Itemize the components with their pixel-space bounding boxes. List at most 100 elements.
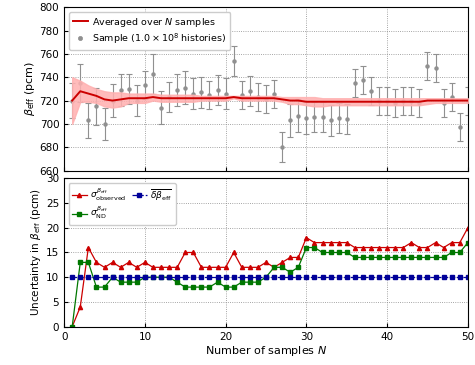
$\overline{\delta\beta_{\rm eff}}$: [271, 275, 277, 279]
$\sigma^{\beta_{\rm eff}}_{\rm observed}$: [174, 265, 180, 269]
$\overline{\delta\beta_{\rm eff}}$: [328, 275, 333, 279]
Legend: Averaged over $N$ samples, Sample ($1.0\times10^{8}$ histories): Averaged over $N$ samples, Sample ($1.0\…: [69, 12, 230, 50]
$\sigma^{\beta_{\rm eff}}_{\rm ND}$: [263, 275, 269, 279]
$\sigma^{\beta_{\rm eff}}_{\rm observed}$: [457, 241, 463, 245]
$\sigma^{\beta_{\rm eff}}_{\rm observed}$: [166, 265, 172, 269]
$\sigma^{\beta_{\rm eff}}_{\rm ND}$: [449, 250, 455, 255]
$\sigma^{\beta_{\rm eff}}_{\rm ND}$: [400, 255, 406, 260]
$\sigma^{\beta_{\rm eff}}_{\rm ND}$: [271, 265, 277, 269]
$\sigma^{\beta_{\rm eff}}_{\rm observed}$: [271, 265, 277, 269]
$\sigma^{\beta_{\rm eff}}_{\rm observed}$: [433, 241, 438, 245]
$\sigma^{\beta_{\rm eff}}_{\rm observed}$: [255, 265, 261, 269]
$\sigma^{\beta_{\rm eff}}_{\rm observed}$: [118, 265, 124, 269]
X-axis label: Number of samples $N$: Number of samples $N$: [205, 344, 327, 358]
$\sigma^{\beta_{\rm eff}}_{\rm ND}$: [102, 285, 107, 289]
Line: $\sigma^{\beta_{\rm eff}}_{\rm observed}$: $\sigma^{\beta_{\rm eff}}_{\rm observed}…: [70, 226, 470, 329]
$\sigma^{\beta_{\rm eff}}_{\rm ND}$: [417, 255, 422, 260]
Y-axis label: Uncertainty in $\beta_{\rm eff}$ (pcm): Uncertainty in $\beta_{\rm eff}$ (pcm): [29, 188, 43, 316]
$\sigma^{\beta_{\rm eff}}_{\rm observed}$: [86, 245, 91, 250]
$\sigma^{\beta_{\rm eff}}_{\rm observed}$: [352, 245, 358, 250]
$\overline{\delta\beta_{\rm eff}}$: [134, 275, 140, 279]
$\sigma^{\beta_{\rm eff}}_{\rm ND}$: [166, 275, 172, 279]
Legend: $\sigma^{\beta_{\rm eff}}_{\rm observed}$, $\sigma^{\beta_{\rm eff}}_{\rm ND}$, : $\sigma^{\beta_{\rm eff}}_{\rm observed}…: [69, 183, 176, 225]
$\overline{\delta\beta_{\rm eff}}$: [360, 275, 366, 279]
$\sigma^{\beta_{\rm eff}}_{\rm observed}$: [465, 226, 471, 230]
$\sigma^{\beta_{\rm eff}}_{\rm observed}$: [344, 241, 350, 245]
$\sigma^{\beta_{\rm eff}}_{\rm observed}$: [231, 250, 237, 255]
$\overline{\delta\beta_{\rm eff}}$: [247, 275, 253, 279]
$\overline{\delta\beta_{\rm eff}}$: [425, 275, 430, 279]
$\sigma^{\beta_{\rm eff}}_{\rm observed}$: [368, 245, 374, 250]
$\sigma^{\beta_{\rm eff}}_{\rm ND}$: [158, 275, 164, 279]
$\sigma^{\beta_{\rm eff}}_{\rm ND}$: [231, 285, 237, 289]
$\overline{\delta\beta_{\rm eff}}$: [102, 275, 107, 279]
$\sigma^{\beta_{\rm eff}}_{\rm observed}$: [207, 265, 212, 269]
$\overline{\delta\beta_{\rm eff}}$: [376, 275, 382, 279]
$\sigma^{\beta_{\rm eff}}_{\rm ND}$: [312, 245, 317, 250]
$\overline{\delta\beta_{\rm eff}}$: [158, 275, 164, 279]
$\overline{\delta\beta_{\rm eff}}$: [336, 275, 342, 279]
$\overline{\delta\beta_{\rm eff}}$: [166, 275, 172, 279]
Line: $\overline{\delta\beta_{\rm eff}}$: $\overline{\delta\beta_{\rm eff}}$: [70, 275, 470, 279]
$\sigma^{\beta_{\rm eff}}_{\rm observed}$: [425, 245, 430, 250]
$\overline{\delta\beta_{\rm eff}}$: [400, 275, 406, 279]
$\sigma^{\beta_{\rm eff}}_{\rm ND}$: [320, 250, 325, 255]
$\overline{\delta\beta_{\rm eff}}$: [457, 275, 463, 279]
$\sigma^{\beta_{\rm eff}}_{\rm ND}$: [239, 280, 245, 284]
$\sigma^{\beta_{\rm eff}}_{\rm observed}$: [360, 245, 366, 250]
$\sigma^{\beta_{\rm eff}}_{\rm observed}$: [400, 245, 406, 250]
$\sigma^{\beta_{\rm eff}}_{\rm ND}$: [384, 255, 390, 260]
$\sigma^{\beta_{\rm eff}}_{\rm ND}$: [69, 324, 75, 329]
$\sigma^{\beta_{\rm eff}}_{\rm ND}$: [255, 280, 261, 284]
$\sigma^{\beta_{\rm eff}}_{\rm observed}$: [287, 255, 293, 260]
$\sigma^{\beta_{\rm eff}}_{\rm observed}$: [304, 235, 309, 240]
$\overline{\delta\beta_{\rm eff}}$: [255, 275, 261, 279]
$\sigma^{\beta_{\rm eff}}_{\rm ND}$: [360, 255, 366, 260]
$\overline{\delta\beta_{\rm eff}}$: [118, 275, 124, 279]
$\sigma^{\beta_{\rm eff}}_{\rm observed}$: [239, 265, 245, 269]
$\overline{\delta\beta_{\rm eff}}$: [190, 275, 196, 279]
$\overline{\delta\beta_{\rm eff}}$: [449, 275, 455, 279]
$\sigma^{\beta_{\rm eff}}_{\rm ND}$: [376, 255, 382, 260]
$\sigma^{\beta_{\rm eff}}_{\rm ND}$: [465, 241, 471, 245]
$\sigma^{\beta_{\rm eff}}_{\rm observed}$: [376, 245, 382, 250]
$\sigma^{\beta_{\rm eff}}_{\rm ND}$: [94, 285, 99, 289]
$\sigma^{\beta_{\rm eff}}_{\rm ND}$: [207, 285, 212, 289]
$\sigma^{\beta_{\rm eff}}_{\rm ND}$: [118, 280, 124, 284]
$\sigma^{\beta_{\rm eff}}_{\rm observed}$: [134, 265, 140, 269]
$\sigma^{\beta_{\rm eff}}_{\rm observed}$: [94, 260, 99, 265]
$\overline{\delta\beta_{\rm eff}}$: [223, 275, 228, 279]
$\sigma^{\beta_{\rm eff}}_{\rm ND}$: [304, 245, 309, 250]
$\overline{\delta\beta_{\rm eff}}$: [368, 275, 374, 279]
$\overline{\delta\beta_{\rm eff}}$: [320, 275, 325, 279]
$\sigma^{\beta_{\rm eff}}_{\rm observed}$: [441, 245, 446, 250]
$\overline{\delta\beta_{\rm eff}}$: [441, 275, 446, 279]
$\overline{\delta\beta_{\rm eff}}$: [126, 275, 132, 279]
$\overline{\delta\beta_{\rm eff}}$: [392, 275, 398, 279]
$\overline{\delta\beta_{\rm eff}}$: [465, 275, 471, 279]
Line: $\sigma^{\beta_{\rm eff}}_{\rm ND}$: $\sigma^{\beta_{\rm eff}}_{\rm ND}$: [70, 241, 470, 328]
$\overline{\delta\beta_{\rm eff}}$: [433, 275, 438, 279]
$\sigma^{\beta_{\rm eff}}_{\rm observed}$: [158, 265, 164, 269]
$\sigma^{\beta_{\rm eff}}_{\rm ND}$: [352, 255, 358, 260]
Y-axis label: $\beta_{\rm eff}$ (pcm): $\beta_{\rm eff}$ (pcm): [23, 61, 37, 116]
$\sigma^{\beta_{\rm eff}}_{\rm observed}$: [215, 265, 220, 269]
$\overline{\delta\beta_{\rm eff}}$: [384, 275, 390, 279]
$\sigma^{\beta_{\rm eff}}_{\rm ND}$: [295, 265, 301, 269]
$\sigma^{\beta_{\rm eff}}_{\rm observed}$: [295, 255, 301, 260]
$\overline{\delta\beta_{\rm eff}}$: [352, 275, 358, 279]
$\sigma^{\beta_{\rm eff}}_{\rm observed}$: [199, 265, 204, 269]
$\sigma^{\beta_{\rm eff}}_{\rm observed}$: [150, 265, 156, 269]
$\sigma^{\beta_{\rm eff}}_{\rm observed}$: [77, 305, 83, 309]
$\sigma^{\beta_{\rm eff}}_{\rm ND}$: [287, 270, 293, 274]
$\sigma^{\beta_{\rm eff}}_{\rm ND}$: [215, 280, 220, 284]
$\sigma^{\beta_{\rm eff}}_{\rm ND}$: [392, 255, 398, 260]
$\sigma^{\beta_{\rm eff}}_{\rm ND}$: [190, 285, 196, 289]
$\overline{\delta\beta_{\rm eff}}$: [417, 275, 422, 279]
$\sigma^{\beta_{\rm eff}}_{\rm ND}$: [344, 250, 350, 255]
$\overline{\delta\beta_{\rm eff}}$: [86, 275, 91, 279]
$\sigma^{\beta_{\rm eff}}_{\rm observed}$: [247, 265, 253, 269]
$\sigma^{\beta_{\rm eff}}_{\rm observed}$: [190, 250, 196, 255]
$\overline{\delta\beta_{\rm eff}}$: [263, 275, 269, 279]
$\sigma^{\beta_{\rm eff}}_{\rm ND}$: [142, 275, 148, 279]
